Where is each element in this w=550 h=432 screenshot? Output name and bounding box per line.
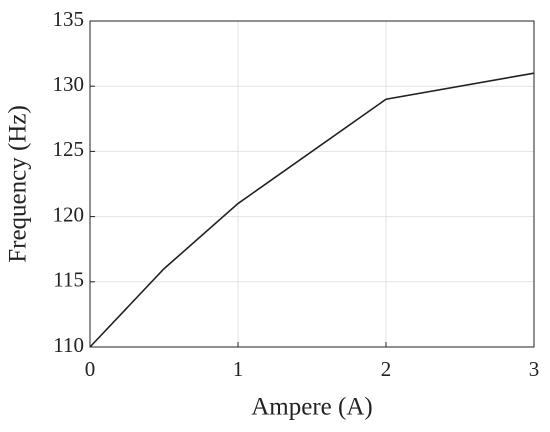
x-tick-label: 0 xyxy=(85,357,96,381)
y-tick-label: 115 xyxy=(53,268,84,292)
x-tick-label: 1 xyxy=(233,357,244,381)
y-tick-label: 120 xyxy=(53,202,85,226)
plot-frame xyxy=(89,20,535,348)
y-tick-label: 110 xyxy=(53,333,84,357)
y-tick-label: 135 xyxy=(53,7,85,31)
y-tick-label: 130 xyxy=(53,72,85,96)
data-line xyxy=(89,72,535,348)
y-tick-label: 125 xyxy=(53,137,85,161)
x-tick-label: 3 xyxy=(529,357,540,381)
y-axis-label: Frequency (Hz) xyxy=(5,105,32,263)
x-axis-label: Ampere (A) xyxy=(251,394,372,421)
x-tick-label: 2 xyxy=(381,357,392,381)
